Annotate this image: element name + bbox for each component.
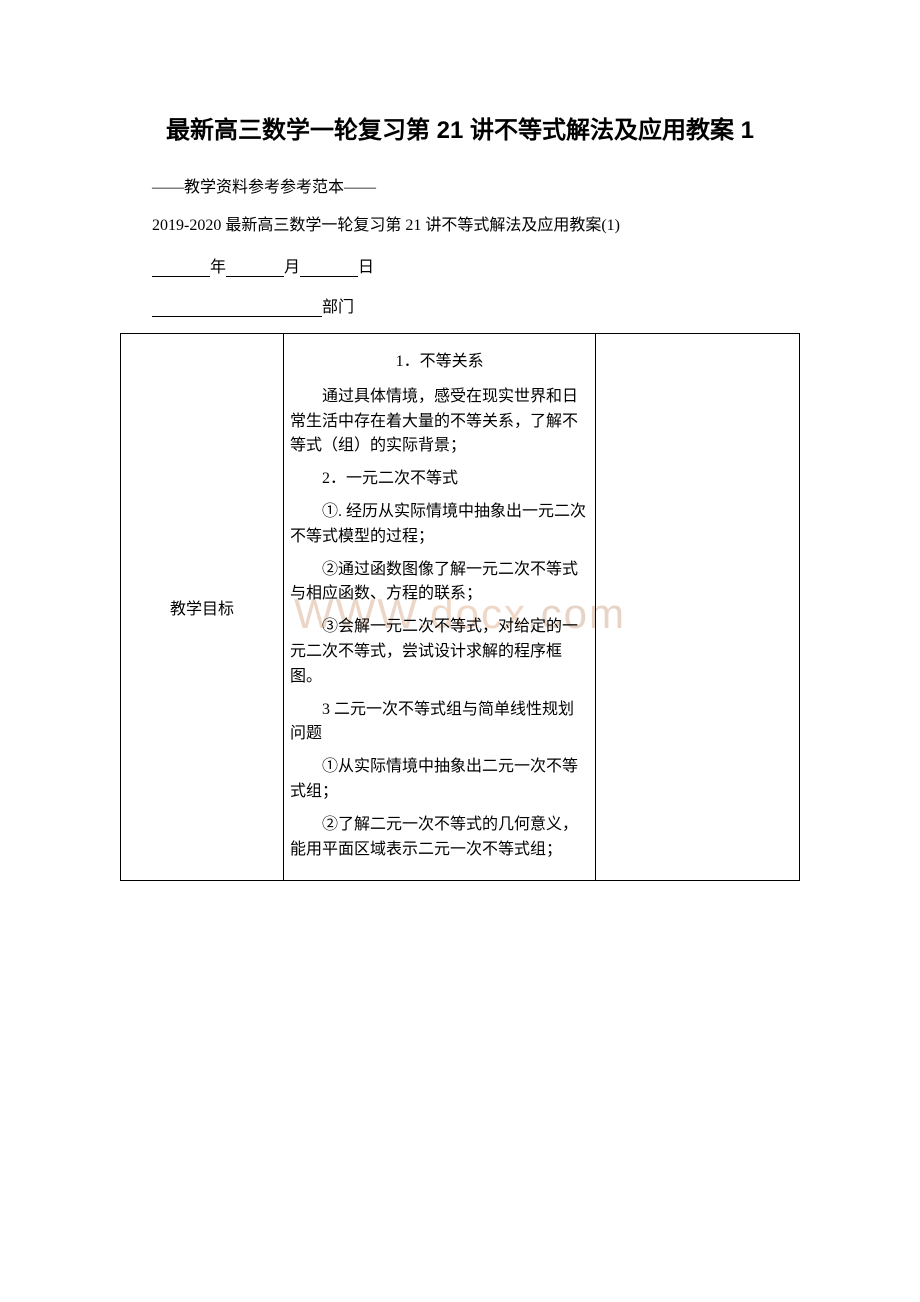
dept-line: 部门 (120, 293, 800, 317)
empty-cell (596, 334, 800, 881)
para-9: ②了解二元一次不等式的几何意义，能用平面区域表示二元一次不等式组； (290, 813, 589, 863)
day-label: 日 (358, 259, 374, 276)
para-7: 3 二元一次不等式组与简单线性规划问题 (290, 698, 589, 748)
dept-blank (152, 299, 322, 317)
para-8: ①从实际情境中抽象出二元一次不等式组； (290, 755, 589, 805)
para-3: 2．一元二次不等式 (290, 467, 589, 492)
lesson-table: 教学目标 1．不等关系 通过具体情境，感受在现实世界和日常生活中存在着大量的不等… (120, 333, 800, 881)
page-content: 最新高三数学一轮复习第 21 讲不等式解法及应用教案 1 ——教学资料参考参考范… (120, 110, 800, 881)
para-4: ①. 经历从实际情境中抽象出一元二次不等式模型的过程； (290, 500, 589, 550)
row-label-cell: 教学目标 (121, 334, 284, 881)
content-cell: 1．不等关系 通过具体情境，感受在现实世界和日常生活中存在着大量的不等关系，了解… (283, 334, 595, 881)
month-label: 月 (284, 259, 300, 276)
year-blank (152, 259, 210, 277)
row-label: 教学目标 (170, 601, 234, 618)
para-2: 通过具体情境，感受在现实世界和日常生活中存在着大量的不等关系，了解不等式（组）的… (290, 385, 589, 459)
table-row: 教学目标 1．不等关系 通过具体情境，感受在现实世界和日常生活中存在着大量的不等… (121, 334, 800, 881)
year-label: 年 (210, 259, 226, 276)
para-1: 1．不等关系 (290, 350, 589, 375)
para-5: ②通过函数图像了解一元二次不等式与相应函数、方程的联系； (290, 558, 589, 608)
dept-label: 部门 (322, 299, 354, 316)
month-blank (226, 259, 284, 277)
day-blank (300, 259, 358, 277)
page-title: 最新高三数学一轮复习第 21 讲不等式解法及应用教案 1 (120, 110, 800, 145)
subtitle: ——教学资料参考参考范本—— (120, 173, 800, 197)
doc-reference-line: 2019-2020 最新高三数学一轮复习第 21 讲不等式解法及应用教案(1) (120, 211, 800, 235)
date-line: 年月日 (120, 253, 800, 277)
para-6: ③会解一元二次不等式，对给定的一元二次不等式，尝试设计求解的程序框图。 (290, 615, 589, 689)
